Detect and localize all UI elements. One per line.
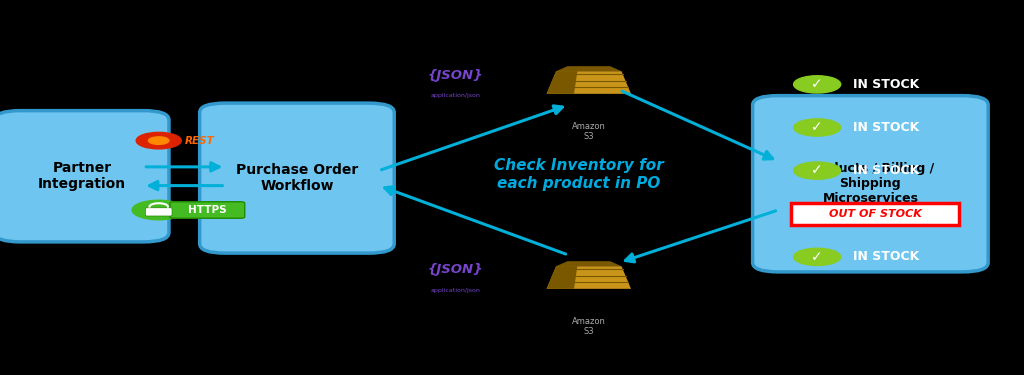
FancyBboxPatch shape: [0, 111, 169, 242]
Text: Products / Billing /
Shipping
Microservices: Products / Billing / Shipping Microservi…: [806, 162, 935, 205]
Text: Purchase Order
Workflow: Purchase Order Workflow: [236, 163, 358, 193]
Text: ✓: ✓: [811, 120, 823, 135]
Text: Amazon
S3: Amazon S3: [571, 317, 606, 336]
Polygon shape: [556, 66, 622, 71]
Text: IN STOCK: IN STOCK: [853, 78, 920, 91]
Text: Check Inventory for
each product in PO: Check Inventory for each product in PO: [494, 158, 664, 190]
Polygon shape: [547, 266, 578, 289]
Text: application/json: application/json: [431, 288, 480, 293]
Circle shape: [794, 162, 841, 179]
Polygon shape: [547, 71, 578, 94]
Bar: [791, 203, 959, 225]
Text: {JSON}: {JSON}: [428, 264, 483, 276]
FancyBboxPatch shape: [145, 208, 172, 216]
Text: application/json: application/json: [431, 93, 480, 98]
Text: OUT OF STOCK: OUT OF STOCK: [828, 209, 922, 219]
Polygon shape: [556, 261, 622, 266]
FancyBboxPatch shape: [753, 96, 988, 272]
Circle shape: [148, 137, 169, 144]
Polygon shape: [547, 266, 631, 289]
Text: IN STOCK: IN STOCK: [853, 251, 920, 263]
FancyBboxPatch shape: [170, 202, 245, 218]
Text: IN STOCK: IN STOCK: [853, 164, 920, 177]
Text: ✓: ✓: [811, 250, 823, 264]
Text: Partner
Integration: Partner Integration: [38, 161, 126, 191]
Circle shape: [132, 200, 185, 220]
FancyBboxPatch shape: [200, 103, 394, 253]
Text: HTTPS: HTTPS: [187, 205, 226, 215]
Circle shape: [794, 119, 841, 136]
Text: ✓: ✓: [811, 77, 823, 92]
Circle shape: [794, 248, 841, 266]
Text: ✓: ✓: [811, 164, 823, 178]
Text: Amazon
S3: Amazon S3: [571, 122, 606, 141]
Text: {JSON}: {JSON}: [428, 69, 483, 81]
Text: IN STOCK: IN STOCK: [853, 121, 920, 134]
Circle shape: [136, 132, 181, 149]
Circle shape: [794, 76, 841, 93]
Text: REST: REST: [184, 136, 214, 146]
Polygon shape: [547, 71, 631, 94]
